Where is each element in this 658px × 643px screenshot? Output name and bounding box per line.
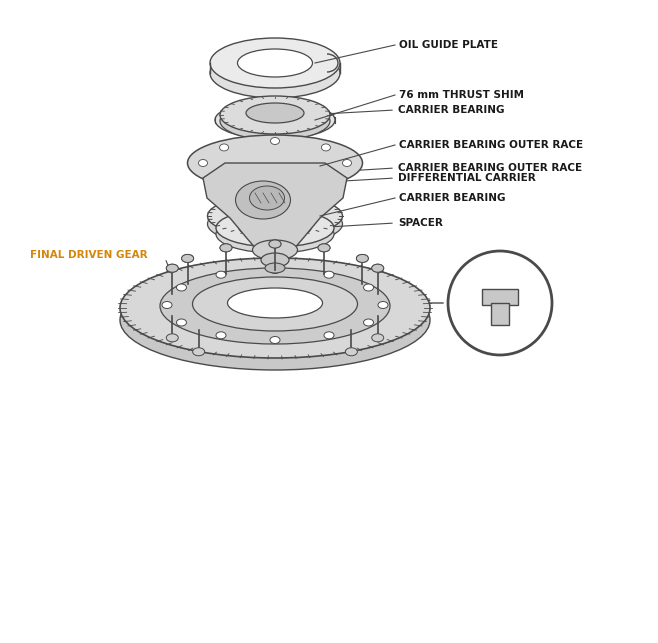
Ellipse shape [324, 332, 334, 339]
Ellipse shape [216, 209, 334, 247]
Ellipse shape [210, 38, 340, 88]
Ellipse shape [199, 159, 207, 167]
Text: CARRIER BEARING: CARRIER BEARING [399, 193, 505, 203]
Text: 76 mm THRUST SHIM: 76 mm THRUST SHIM [399, 90, 524, 100]
Ellipse shape [372, 334, 384, 342]
Ellipse shape [270, 138, 280, 145]
Ellipse shape [166, 264, 178, 272]
Ellipse shape [378, 302, 388, 309]
Ellipse shape [261, 253, 289, 267]
Ellipse shape [246, 103, 304, 123]
Text: DIFFERENTIAL CARRIER: DIFFERENTIAL CARRIER [398, 173, 536, 183]
Ellipse shape [253, 240, 297, 260]
Ellipse shape [210, 152, 340, 196]
Ellipse shape [343, 159, 351, 167]
Ellipse shape [270, 266, 280, 273]
Ellipse shape [188, 135, 363, 191]
Ellipse shape [182, 255, 193, 262]
Ellipse shape [120, 270, 430, 370]
Ellipse shape [239, 109, 311, 131]
Ellipse shape [357, 255, 368, 262]
Bar [491, 303, 509, 325]
Ellipse shape [176, 284, 186, 291]
Polygon shape [120, 310, 430, 348]
Ellipse shape [238, 49, 313, 77]
Ellipse shape [269, 240, 281, 248]
Ellipse shape [269, 240, 281, 248]
Ellipse shape [270, 336, 280, 343]
Ellipse shape [265, 263, 285, 273]
Ellipse shape [215, 101, 335, 139]
Ellipse shape [210, 48, 340, 98]
Ellipse shape [357, 255, 368, 262]
Ellipse shape [363, 319, 374, 326]
Ellipse shape [220, 244, 232, 252]
Ellipse shape [182, 255, 193, 262]
Ellipse shape [193, 348, 205, 356]
Ellipse shape [363, 284, 374, 291]
Ellipse shape [324, 271, 334, 278]
Ellipse shape [249, 186, 284, 210]
Ellipse shape [207, 203, 343, 245]
Ellipse shape [207, 195, 343, 237]
Ellipse shape [166, 334, 178, 342]
Text: CARRIER BEARING: CARRIER BEARING [398, 105, 505, 115]
Ellipse shape [235, 153, 315, 179]
Ellipse shape [193, 277, 357, 331]
Ellipse shape [372, 264, 384, 272]
Ellipse shape [220, 102, 330, 140]
Ellipse shape [236, 159, 314, 186]
Ellipse shape [216, 215, 334, 253]
Ellipse shape [166, 264, 178, 272]
Ellipse shape [210, 152, 340, 196]
Ellipse shape [210, 144, 340, 188]
Ellipse shape [216, 271, 226, 278]
Ellipse shape [235, 201, 315, 227]
Ellipse shape [220, 144, 228, 151]
Circle shape [448, 251, 552, 355]
Ellipse shape [220, 175, 228, 182]
Polygon shape [203, 163, 347, 250]
Ellipse shape [162, 302, 172, 309]
Ellipse shape [160, 268, 390, 344]
Text: FINAL DRIVEN GEAR: FINAL DRIVEN GEAR [30, 250, 147, 260]
Ellipse shape [212, 159, 338, 203]
Ellipse shape [176, 319, 186, 326]
Ellipse shape [228, 288, 322, 318]
Ellipse shape [220, 96, 330, 134]
Ellipse shape [318, 244, 330, 252]
Ellipse shape [212, 151, 338, 195]
Bar [482, 289, 518, 305]
Ellipse shape [239, 217, 311, 239]
Ellipse shape [270, 181, 280, 188]
Ellipse shape [321, 144, 330, 151]
Ellipse shape [345, 348, 357, 356]
Text: SPACER: SPACER [398, 218, 443, 228]
Ellipse shape [318, 244, 330, 252]
Text: CARRIER BEARING OUTER RACE: CARRIER BEARING OUTER RACE [399, 140, 583, 150]
Ellipse shape [216, 332, 226, 339]
Ellipse shape [120, 258, 430, 358]
Ellipse shape [372, 264, 384, 272]
Text: OIL GUIDE PLATE: OIL GUIDE PLATE [399, 40, 498, 50]
Ellipse shape [236, 181, 290, 219]
Ellipse shape [220, 244, 232, 252]
Ellipse shape [321, 175, 330, 182]
Text: CARRIER BEARING OUTER RACE: CARRIER BEARING OUTER RACE [398, 163, 582, 173]
